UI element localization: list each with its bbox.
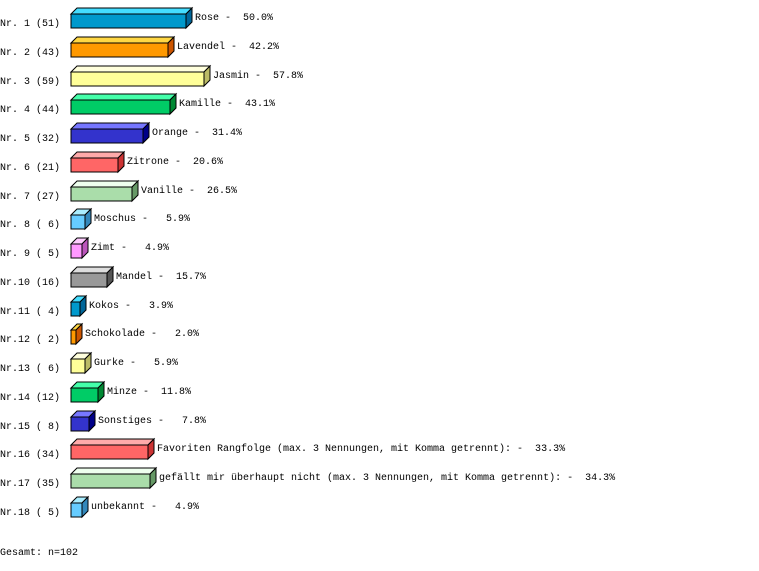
bar-top bbox=[69, 65, 212, 73]
bar bbox=[70, 329, 77, 345]
bar-top bbox=[69, 438, 156, 446]
row-label: Nr. 3 (59) bbox=[0, 76, 60, 88]
bar bbox=[70, 128, 144, 144]
bar bbox=[70, 71, 205, 87]
value-label: Orange - 31.4% bbox=[152, 128, 242, 139]
bar-top bbox=[69, 122, 151, 130]
bar-top bbox=[69, 93, 178, 101]
row-label: Nr.17 (35) bbox=[0, 478, 60, 490]
bar bbox=[70, 243, 83, 259]
bar bbox=[70, 301, 81, 317]
bar bbox=[70, 186, 133, 202]
bar-top bbox=[69, 36, 176, 44]
bar-top bbox=[69, 180, 140, 188]
bar bbox=[70, 157, 119, 173]
bar bbox=[70, 444, 149, 460]
row-label: Nr. 6 (21) bbox=[0, 162, 60, 174]
value-label: Vanille - 26.5% bbox=[141, 185, 237, 197]
row-label: Nr. 4 (44) bbox=[0, 104, 60, 116]
value-label: Minze - 11.8% bbox=[107, 386, 191, 398]
row-label: Nr. 9 ( 5) bbox=[0, 248, 60, 260]
value-label: Jasmin - 57.8% bbox=[213, 70, 303, 82]
bar bbox=[70, 473, 151, 489]
total-count: Gesamt: n=102 bbox=[0, 548, 79, 559]
bar bbox=[70, 416, 90, 432]
value-label: Rose - 50.0% bbox=[195, 13, 273, 24]
bar-top bbox=[69, 7, 194, 15]
value-label: Kamille - 43.1% bbox=[179, 98, 275, 110]
row-label: Nr. 1 (51) bbox=[0, 18, 60, 30]
row-label: Nr.12 ( 2) bbox=[0, 334, 60, 346]
value-label: Sonstiges - 7.8% bbox=[98, 415, 206, 427]
bar bbox=[70, 358, 86, 374]
value-label: gefällt mir überhaupt nicht (max. 3 Nenn… bbox=[159, 472, 615, 484]
row-label: Nr.10 (16) bbox=[0, 277, 60, 289]
bar bbox=[70, 502, 83, 518]
bar bbox=[70, 99, 171, 115]
bar bbox=[70, 272, 108, 288]
value-label: Mandel - 15.7% bbox=[116, 271, 206, 283]
row-label: Nr. 2 (43) bbox=[0, 47, 60, 59]
row-label: Nr. 8 ( 6) bbox=[0, 219, 60, 231]
value-label: Gurke - 5.9% bbox=[94, 357, 178, 369]
value-label: Moschus - 5.9% bbox=[94, 213, 190, 225]
row-label: Nr.13 ( 6) bbox=[0, 363, 60, 375]
value-label: unbekannt - 4.9% bbox=[91, 501, 199, 513]
bar bbox=[70, 42, 169, 58]
bar-top bbox=[69, 151, 126, 159]
row-label: Nr.15 ( 8) bbox=[0, 421, 60, 433]
value-label: Kokos - 3.9% bbox=[89, 300, 173, 312]
bar bbox=[70, 13, 187, 29]
row-label: Nr.16 (34) bbox=[0, 449, 60, 461]
value-label: Favoriten Rangfolge (max. 3 Nennungen, m… bbox=[157, 443, 565, 455]
value-label: Zimt - 4.9% bbox=[91, 242, 169, 254]
row-label: Nr.18 ( 5) bbox=[0, 507, 60, 519]
row-label: Nr. 7 (27) bbox=[0, 191, 60, 203]
value-label: Lavendel - 42.2% bbox=[177, 41, 279, 53]
bar bbox=[70, 387, 99, 403]
row-label: Nr.14 (12) bbox=[0, 392, 60, 404]
bar-top bbox=[69, 266, 115, 274]
bar-top bbox=[69, 467, 158, 475]
bar bbox=[70, 214, 86, 230]
value-label: Zitrone - 20.6% bbox=[127, 156, 223, 168]
value-label: Schokolade - 2.0% bbox=[85, 328, 199, 340]
row-label: Nr. 5 (32) bbox=[0, 133, 60, 145]
row-label: Nr.11 ( 4) bbox=[0, 306, 60, 318]
